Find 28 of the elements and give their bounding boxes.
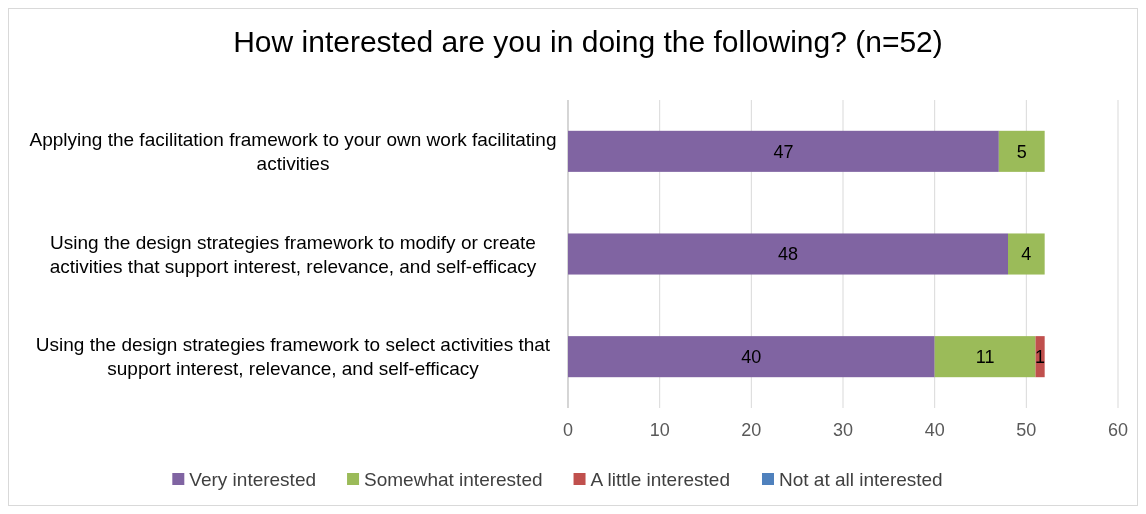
y-tick-label: Using the design strategies framework to select activities that support interest, relevance, and self-efficacy: [35, 334, 551, 380]
y-tick-label: Using the design strategies framework to modify or create activities that support interest, relevance, and self-efficacy: [49, 231, 537, 277]
x-tick-label: 10: [649, 420, 670, 440]
x-tick-label: 30: [832, 420, 854, 440]
chart-title: How interested are you in doing the following? (n=52): [233, 25, 943, 58]
bar: [998, 130, 1045, 172]
x-tick-label: 0: [562, 420, 574, 440]
legend-label: Somewhat interested: [364, 468, 543, 490]
y-tick-label: Applying the facilitation framework to your own work facilitating activities: [29, 128, 557, 174]
x-tick-label: 50: [1016, 420, 1037, 440]
data-label: 4: [1021, 244, 1032, 265]
data-label: 47: [773, 141, 794, 162]
bar: [568, 130, 999, 172]
x-tick-label: 40: [924, 420, 945, 440]
legend-label: A little interested: [590, 468, 730, 490]
x-tick-label: 20: [741, 420, 762, 440]
data-label: 5: [1016, 141, 1027, 162]
data-label: 40: [741, 346, 762, 367]
bar: [1008, 233, 1045, 275]
legend-label: Very interested: [189, 468, 317, 490]
bar: [568, 233, 1008, 275]
data-label: 1: [1035, 346, 1046, 367]
x-tick-label: 60: [1107, 420, 1129, 440]
bar: [934, 336, 1036, 378]
data-label: 48: [777, 244, 799, 265]
data-label: 11: [975, 346, 995, 367]
legend-label: Not at all interested: [778, 468, 943, 490]
bar: [568, 336, 935, 378]
